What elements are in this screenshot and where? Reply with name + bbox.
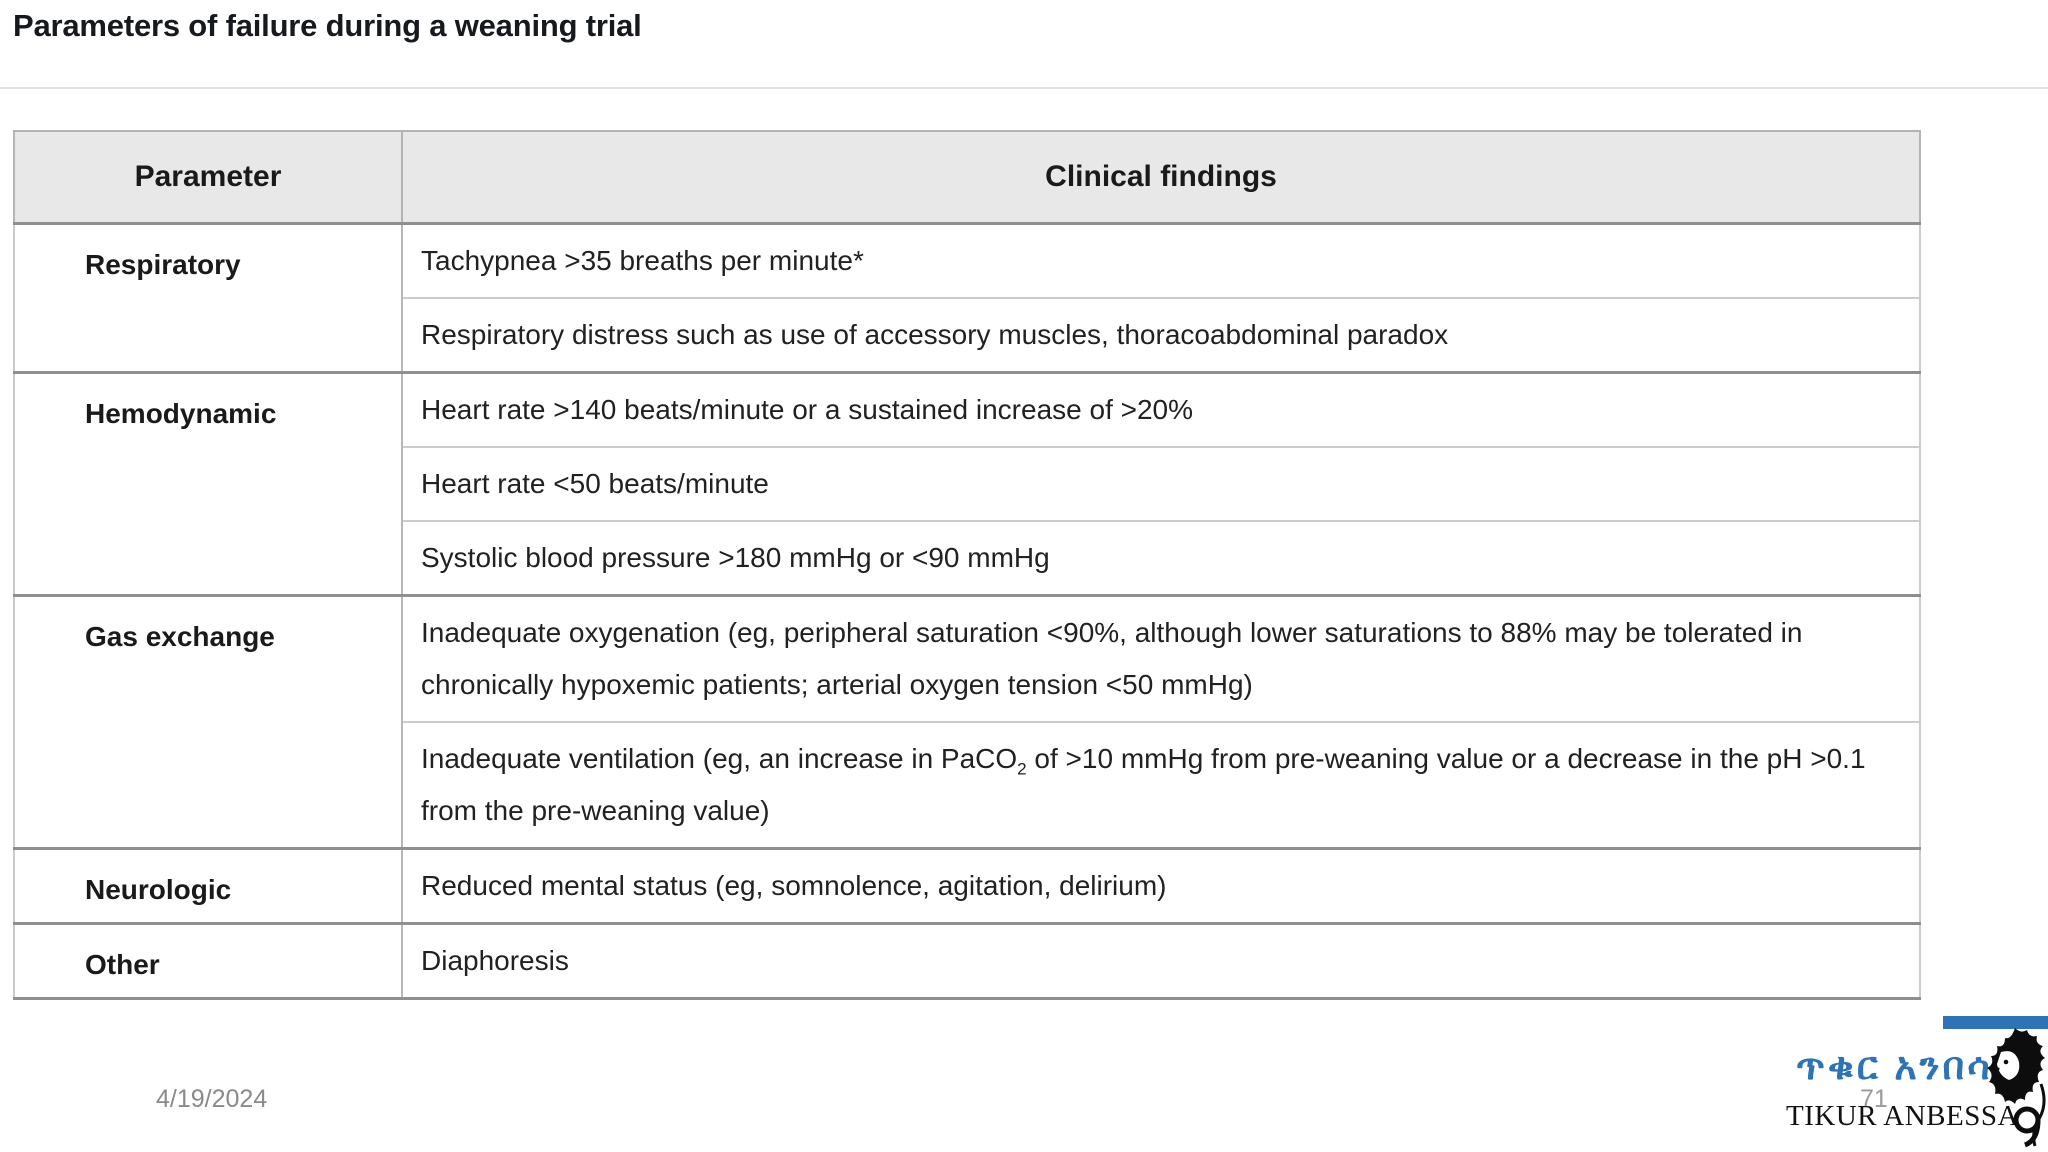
parameter-cell: Respiratory (13, 222, 403, 374)
finding-cell: Inadequate oxygenation (eg, peripheral s… (401, 594, 1921, 723)
table-row: Other Diaphoresis (13, 922, 1921, 1000)
logo-amharic-text: ጥቁር አንበሳ (1796, 1046, 1993, 1088)
finding-cell: Respiratory distress such as use of acce… (401, 297, 1921, 374)
tikur-anbessa-logo: ጥቁር አንበሳ TIKUR ANBESSA (1780, 1010, 2048, 1152)
table-row: Systolic blood pressure >180 mmHg or <90… (14, 520, 1921, 597)
title-divider (0, 87, 2048, 89)
lion-icon (1987, 1028, 2046, 1148)
header-row: Parameter Clinical findings (13, 130, 1921, 225)
page-title: Parameters of failure during a weaning t… (13, 8, 642, 43)
table-row: Neurologic Reduced mental status (eg, som… (13, 847, 1921, 925)
finding-cell: Heart rate >140 beats/minute or a sustai… (401, 371, 1921, 448)
finding-cell: Systolic blood pressure >180 mmHg or <90… (401, 520, 1921, 597)
table-row: Respiratory Tachypnea >35 breaths per min… (13, 222, 1921, 374)
slide-number: 71 (1860, 1085, 1888, 1113)
column-header-parameter: Parameter (13, 130, 403, 225)
parameter-cell: Gas exchange (13, 594, 403, 850)
table-row: Respiratory distress such as use of acce… (14, 297, 1921, 374)
finding-cell: Diaphoresis (401, 922, 1921, 1000)
parameter-cell: Other (13, 922, 403, 1000)
logo-name-text: TIKUR ANBESSA (1786, 1100, 2019, 1132)
column-header-clinical-findings: Clinical findings (401, 130, 1921, 225)
subscript: 2 (1017, 759, 1027, 779)
table-row: Gas exchange Inadequate oxygenation (eg, … (13, 594, 1921, 850)
table-row: Hemodynamic Heart rate >140 beats/minute … (13, 371, 1921, 597)
table-row: Heart rate <50 beats/minute (14, 446, 1921, 522)
finding-text-post: of >10 mmHg from pre-weaning value or a … (421, 743, 1866, 826)
slide-date: 4/19/2024 (156, 1085, 268, 1113)
finding-cell: Inadequate ventilation (eg, an increase … (401, 721, 1921, 850)
table-row: Inadequate ventilation (eg, an increase … (14, 721, 1921, 850)
finding-text-pre: Inadequate ventilation (eg, an increase … (421, 743, 1018, 774)
parameter-cell: Neurologic (13, 847, 403, 925)
finding-cell: Heart rate <50 beats/minute (401, 446, 1921, 522)
logo-blue-bar (1943, 1016, 2048, 1029)
finding-cell: Tachypnea >35 breaths per minute* (401, 222, 1921, 299)
parameter-cell: Hemodynamic (13, 371, 403, 597)
finding-cell: Reduced mental status (eg, somnolence, a… (401, 847, 1921, 925)
weaning-failure-table: Parameter Clinical findings Respiratory T… (13, 130, 1921, 1000)
